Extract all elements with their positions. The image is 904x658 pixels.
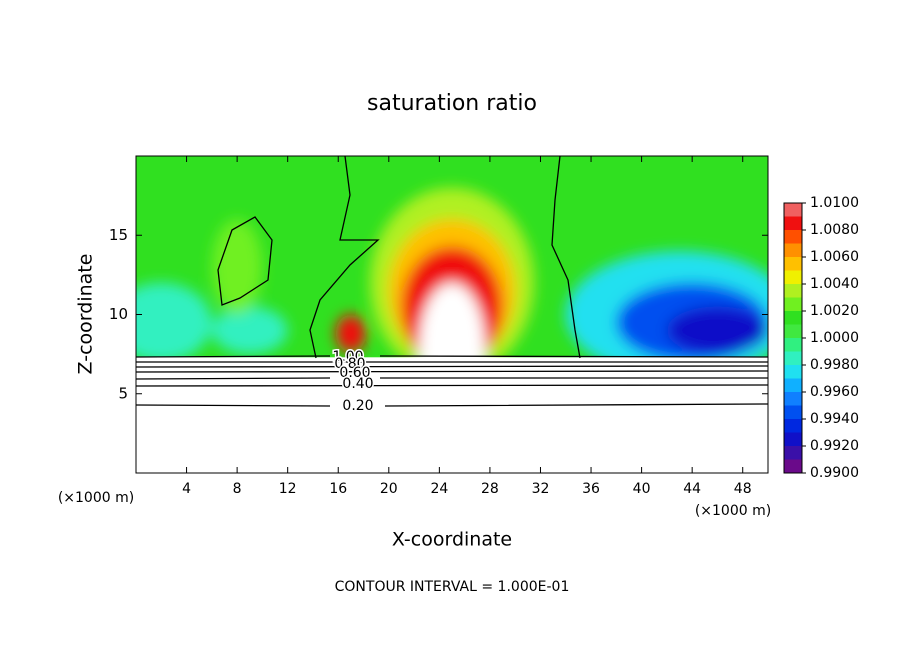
x-tick-label: 32 [532, 481, 550, 497]
contour-label: 1.00 [332, 349, 363, 365]
colorbar-band [784, 243, 802, 257]
footer-note: CONTOUR INTERVAL = 1.000E-01 [335, 579, 570, 595]
colorbar-band [784, 203, 802, 217]
x-tick-label: 24 [430, 481, 448, 497]
colorbar-band [784, 392, 802, 406]
colorbar-tick-label: 0.9960 [810, 384, 859, 400]
field-blob [211, 306, 288, 355]
colorbar-band [784, 432, 802, 446]
field [136, 156, 768, 473]
x-unit-left: (×1000 m) [58, 490, 134, 506]
colorbar-tick-label: 1.0100 [810, 195, 859, 211]
colorbar-band [784, 365, 802, 379]
colorbar-band [784, 230, 802, 244]
colorbar-tick-label: 0.9940 [810, 411, 859, 427]
colorbar-tick-label: 1.0060 [810, 249, 859, 265]
x-tick-label: 16 [329, 481, 347, 497]
x-tick-label: 8 [233, 481, 242, 497]
x-tick-label: 36 [582, 481, 600, 497]
x-tick-label: 48 [734, 481, 752, 497]
contour-label: 0.80 [334, 356, 365, 372]
ground-mask [136, 357, 768, 473]
contour-label: 0.60 [339, 365, 370, 381]
y-tick-label: 10 [109, 305, 128, 323]
colorbar-band [784, 351, 802, 365]
colorbar-band [784, 216, 802, 230]
x-tick-label: 20 [380, 481, 398, 497]
colorbar-band [784, 311, 802, 325]
colorbar-tick-label: 1.0080 [810, 222, 859, 238]
chart-title: saturation ratio [367, 91, 537, 116]
colorbar-band [784, 270, 802, 284]
field-blob [666, 306, 768, 355]
x-tick-label: 44 [683, 481, 701, 497]
colorbar-tick-label: 1.0020 [810, 303, 859, 319]
colorbar-band [784, 324, 802, 338]
colorbar-tick-label: 1.0040 [810, 276, 859, 292]
x-tick-label: 40 [633, 481, 651, 497]
colorbar-tick-label: 0.9980 [810, 357, 859, 373]
colorbar-tick-label: 0.9900 [810, 465, 859, 481]
y-tick-label: 15 [109, 226, 128, 244]
field-blob [211, 219, 263, 315]
contour-lines [136, 156, 768, 407]
x-tick-label: 12 [279, 481, 297, 497]
colorbar-band [784, 378, 802, 392]
colorbar-tick-label: 1.0000 [810, 330, 859, 346]
x-axis-label: X-coordinate [392, 529, 512, 551]
colorbar-band [784, 419, 802, 433]
colorbar-band [784, 338, 802, 352]
y-tick-label: 5 [118, 384, 128, 402]
contour-label: 0.40 [342, 376, 373, 392]
colorbar-band [784, 297, 802, 311]
field-blob [335, 314, 367, 353]
colorbar-band [784, 257, 802, 271]
colorbar-band [784, 284, 802, 298]
field-blobs [136, 187, 768, 410]
colorbar-band [784, 459, 802, 473]
x-tick-label: 4 [182, 481, 191, 497]
colorbar-band [784, 446, 802, 460]
colorbar-tick-label: 0.9920 [810, 438, 859, 454]
x-unit-right: (×1000 m) [695, 503, 771, 519]
contour-label: 0.20 [342, 398, 373, 414]
x-tick-label: 28 [481, 481, 499, 497]
y-axis-label: Z-coordinate [75, 254, 97, 375]
field-blob [136, 282, 212, 363]
colorbar-band [784, 405, 802, 419]
